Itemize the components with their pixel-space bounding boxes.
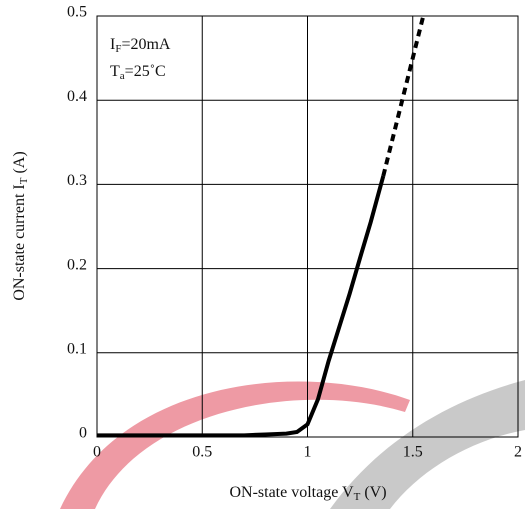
curve — [97, 175, 386, 438]
y-axis-label: ON-state current IT (A) — [11, 151, 30, 300]
x-tick-label: 0 — [93, 444, 101, 461]
watermark — [60, 381, 410, 509]
y-tick-label: 0 — [79, 425, 87, 442]
x-tick-label: 0.5 — [192, 444, 212, 461]
y-tick-label: 0.2 — [67, 256, 87, 273]
x-tick-label: 1 — [304, 444, 312, 461]
annotation: IF=20mA — [110, 36, 171, 55]
curves — [97, 15, 426, 438]
watermark — [330, 380, 525, 509]
x-tick-label: 1.5 — [403, 444, 423, 461]
curve — [381, 15, 426, 177]
annotation: Ta=25˚C — [110, 63, 166, 82]
plot-frame — [96, 15, 519, 438]
y-tick-label: 0.3 — [67, 172, 87, 189]
y-tick-label: 0.4 — [67, 88, 87, 105]
x-tick-label: 2 — [514, 444, 522, 461]
y-tick-label: 0.1 — [67, 340, 87, 357]
x-axis-label: ON-state voltage VT (V) — [229, 484, 386, 503]
y-tick-label: 0.5 — [67, 4, 87, 21]
